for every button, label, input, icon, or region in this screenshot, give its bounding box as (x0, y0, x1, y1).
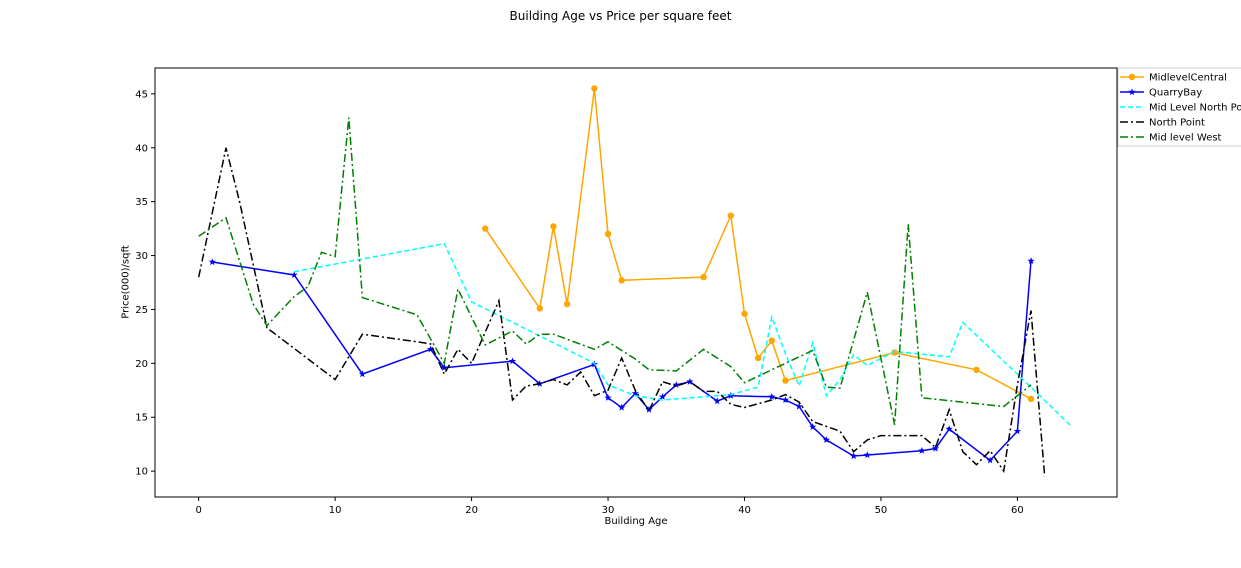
data-point (550, 223, 557, 230)
data-point (768, 337, 775, 344)
y-tick-label: 45 (135, 89, 148, 100)
data-point (809, 423, 817, 430)
series-line (198, 117, 1032, 425)
data-point (918, 446, 926, 454)
data-point (822, 436, 830, 443)
y-tick-label: 35 (135, 197, 148, 208)
data-point (986, 456, 994, 464)
series-3 (197, 147, 1046, 477)
series-2 (294, 242, 1073, 428)
data-point (508, 357, 517, 365)
x-axis-label: Building Age (604, 516, 668, 527)
data-point (1027, 257, 1035, 264)
series-line (212, 260, 1032, 462)
y-axis-ticks: 10 15 20 25 30 35 40 45 (135, 89, 155, 478)
data-point (1027, 395, 1035, 403)
legend-label: North Point (1149, 118, 1205, 129)
legend-marker (1128, 73, 1136, 81)
data-point (659, 393, 667, 400)
data-point (863, 451, 871, 458)
data-point (891, 349, 898, 356)
plot-frame (154, 67, 1118, 498)
y-tick-label: 15 (135, 413, 148, 424)
y-tick-label: 10 (135, 467, 148, 478)
plot-marks (197, 85, 1073, 477)
x-tick-label: 60 (1011, 505, 1024, 516)
legend-item: Mid level West (1120, 133, 1222, 144)
data-point (741, 310, 748, 317)
data-point (727, 212, 735, 219)
data-point (672, 381, 680, 388)
legend-item: QuarryBay (1120, 88, 1202, 99)
x-axis-ticks: 0 10 20 30 40 50 60 (195, 497, 1024, 516)
data-point (754, 354, 762, 362)
legend-label: QuarryBay (1149, 88, 1202, 99)
legend-marker (1128, 88, 1136, 96)
data-point (850, 452, 858, 460)
data-point (795, 402, 803, 410)
series-1 (208, 257, 1035, 464)
data-point (631, 389, 639, 397)
legend-label: Mid Level North Point (1149, 103, 1241, 114)
data-point (945, 425, 953, 433)
legend: MidlevelCentral QuarryBay Mid Level North … (1117, 67, 1241, 147)
data-point (591, 85, 598, 92)
data-point (973, 366, 980, 374)
data-point (440, 363, 448, 371)
data-point (782, 377, 789, 384)
series-line (484, 88, 1032, 400)
data-point (208, 258, 216, 266)
y-tick-label: 40 (135, 143, 148, 154)
x-tick-label: 50 (875, 505, 888, 516)
legend-item: North Point (1120, 118, 1205, 129)
data-point (768, 393, 776, 400)
data-point (563, 300, 571, 308)
data-point (536, 305, 543, 312)
x-tick-label: 40 (738, 505, 751, 516)
x-tick-label: 30 (602, 505, 615, 516)
data-point (604, 394, 612, 401)
data-point (931, 444, 940, 452)
y-tick-label: 25 (135, 305, 148, 316)
series-line (197, 147, 1046, 477)
y-tick-label: 30 (135, 251, 148, 262)
legend-item: MidlevelCentral (1120, 73, 1227, 84)
data-point (713, 397, 721, 405)
data-point (427, 345, 435, 353)
data-point (604, 230, 612, 238)
data-point (290, 271, 298, 278)
data-point (482, 225, 489, 232)
legend-label: Mid level West (1149, 133, 1222, 144)
data-point (618, 277, 625, 284)
x-tick-label: 10 (329, 505, 342, 516)
data-point (1013, 427, 1021, 435)
legend-label: MidlevelCentral (1149, 73, 1227, 84)
series-4 (198, 117, 1032, 425)
data-point (700, 273, 707, 281)
data-point (618, 403, 626, 411)
x-tick-label: 0 (195, 505, 201, 516)
legend-item: Mid Level North Point (1120, 103, 1241, 114)
data-point (781, 396, 789, 404)
data-point (358, 370, 366, 378)
series-line (294, 242, 1073, 428)
chart-title: Building Age vs Price per square feet (509, 9, 732, 23)
legend-box (1117, 67, 1241, 147)
y-axis-label: Price(000)/sqft (120, 245, 132, 319)
series-0 (482, 85, 1035, 403)
y-tick-label: 20 (135, 359, 148, 370)
x-tick-label: 20 (465, 505, 478, 516)
